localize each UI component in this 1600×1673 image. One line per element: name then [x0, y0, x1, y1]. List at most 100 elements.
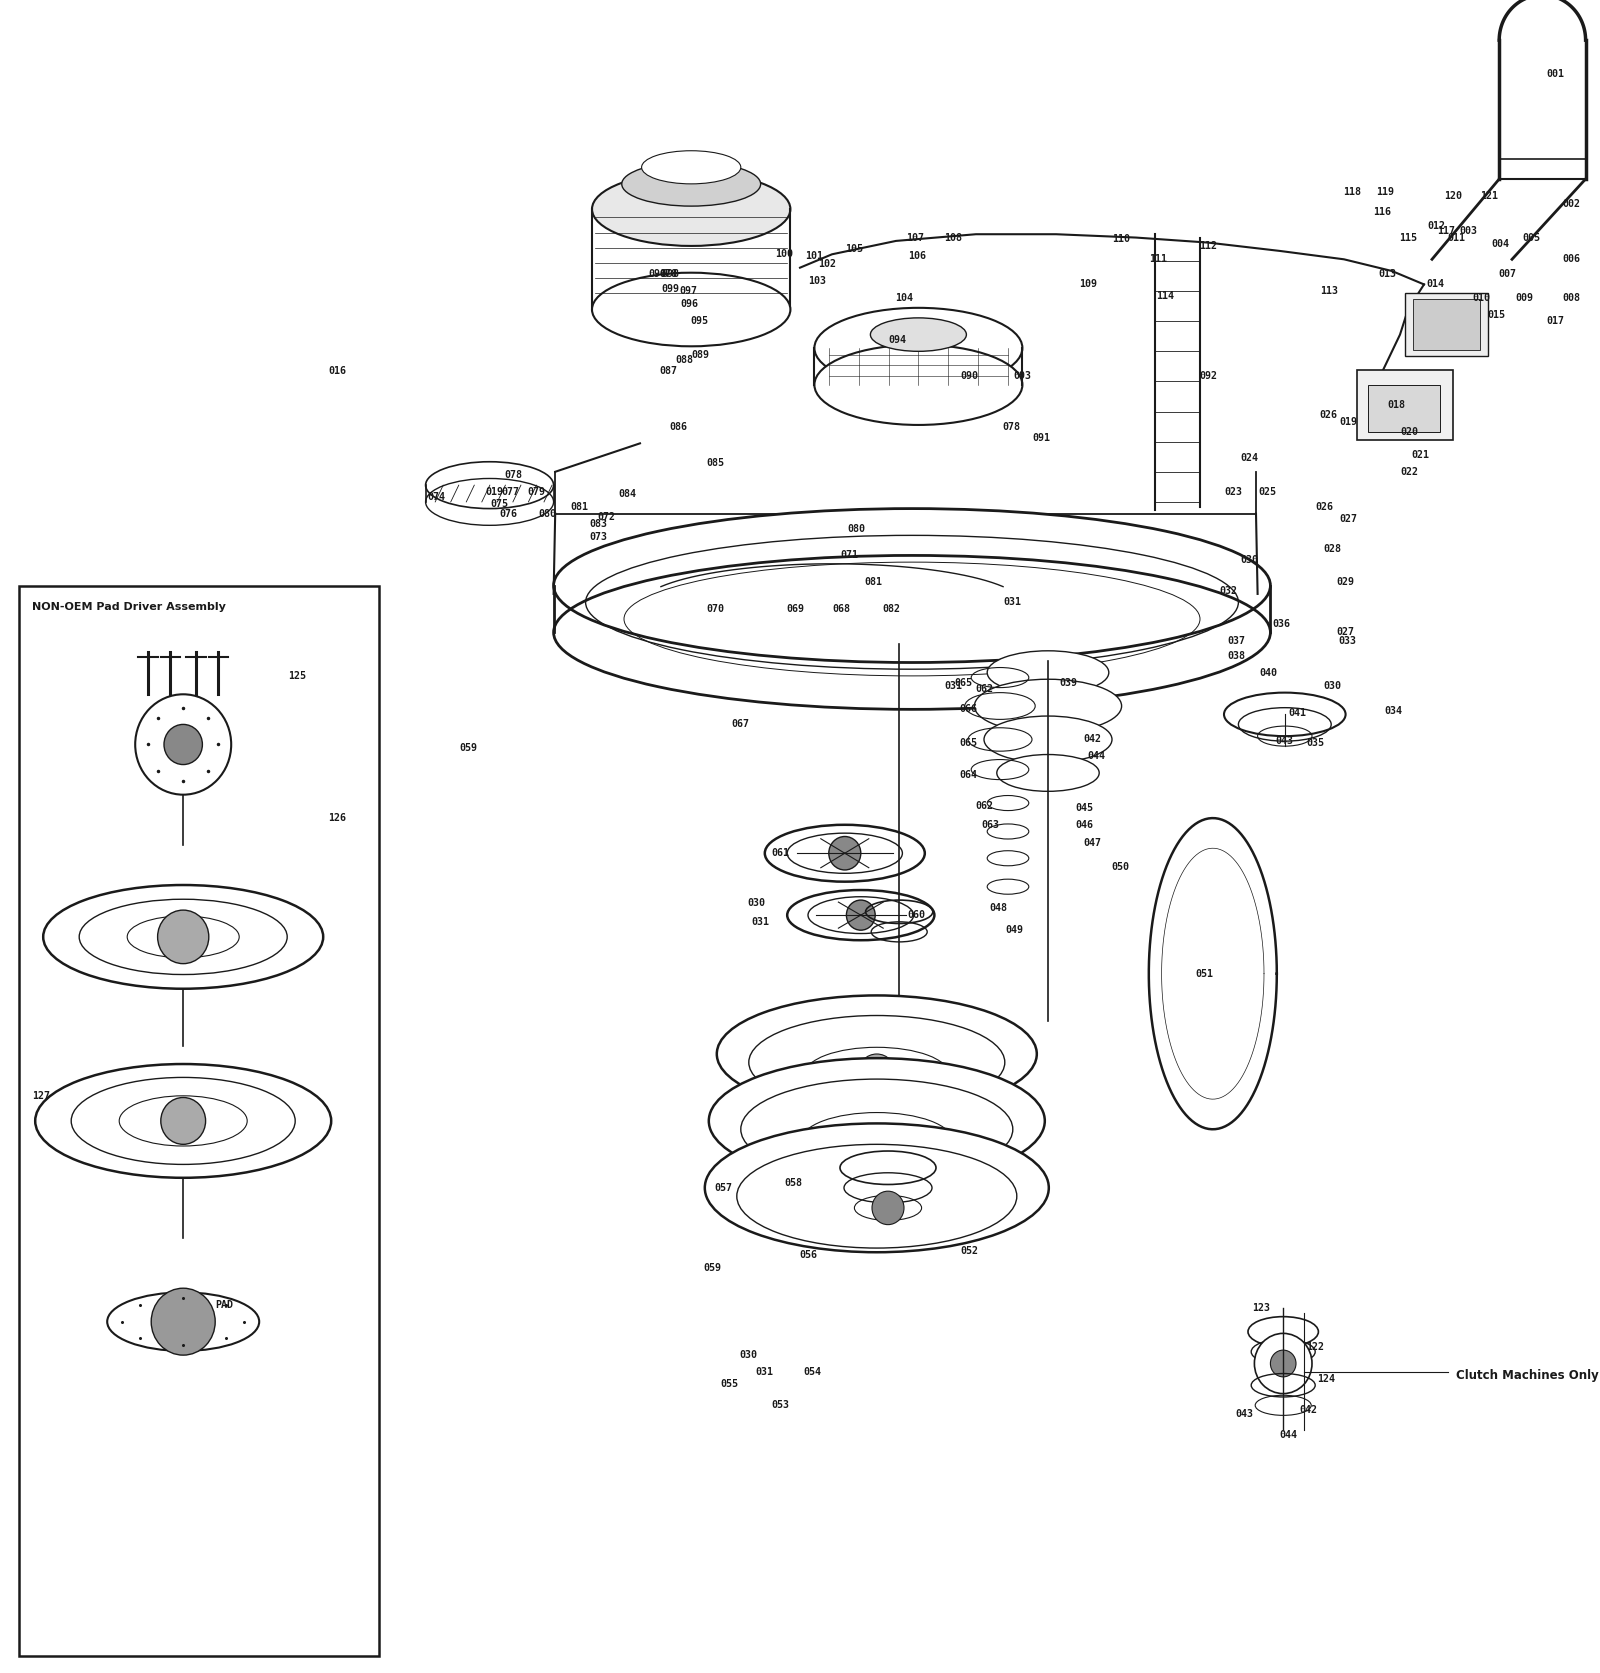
Text: 126: 126	[328, 813, 347, 823]
Ellipse shape	[984, 716, 1112, 763]
Ellipse shape	[592, 273, 790, 346]
Text: 019: 019	[1339, 417, 1358, 427]
Text: 077: 077	[501, 487, 520, 497]
Text: 092: 092	[1198, 371, 1218, 381]
Circle shape	[134, 694, 232, 795]
Text: 044: 044	[1278, 1430, 1298, 1440]
Text: 086: 086	[669, 422, 688, 432]
Ellipse shape	[787, 890, 934, 940]
Text: 017: 017	[1546, 316, 1565, 326]
Text: 040: 040	[1259, 668, 1278, 678]
Text: 100: 100	[774, 249, 794, 259]
Text: 087: 087	[659, 366, 678, 376]
Circle shape	[1254, 1333, 1312, 1394]
Text: 057: 057	[714, 1183, 733, 1193]
Text: 026: 026	[1315, 502, 1334, 512]
Text: 054: 054	[803, 1367, 822, 1377]
Ellipse shape	[622, 162, 760, 206]
Text: 043: 043	[1275, 736, 1294, 746]
Ellipse shape	[870, 318, 966, 351]
Text: 067: 067	[731, 719, 750, 729]
Text: 102: 102	[818, 259, 837, 269]
Text: 114: 114	[1155, 291, 1174, 301]
Text: 123: 123	[1251, 1303, 1270, 1313]
Text: 066: 066	[958, 704, 978, 714]
Text: 125: 125	[288, 671, 307, 681]
Text: 072: 072	[597, 512, 616, 522]
Text: 119: 119	[1376, 187, 1395, 197]
Text: 039: 039	[1059, 678, 1078, 688]
Ellipse shape	[997, 755, 1099, 791]
Text: 085: 085	[706, 458, 725, 468]
Text: 089: 089	[691, 350, 710, 360]
Text: 076: 076	[499, 509, 518, 519]
Text: 073: 073	[589, 532, 608, 542]
Text: 013: 013	[1378, 269, 1397, 279]
Text: 074: 074	[427, 492, 446, 502]
Ellipse shape	[592, 172, 790, 246]
Text: 016: 016	[328, 366, 347, 376]
Text: 068: 068	[832, 604, 851, 614]
Text: 019: 019	[485, 487, 504, 497]
Ellipse shape	[765, 825, 925, 882]
Text: 053: 053	[771, 1400, 790, 1410]
Text: 108: 108	[944, 233, 963, 243]
Text: 002: 002	[1562, 199, 1581, 209]
Text: 096: 096	[680, 299, 699, 310]
Text: 099: 099	[661, 284, 680, 294]
Ellipse shape	[814, 345, 1022, 425]
Ellipse shape	[717, 995, 1037, 1113]
Text: 075: 075	[490, 499, 509, 509]
Text: 004: 004	[1491, 239, 1510, 249]
Circle shape	[846, 900, 875, 930]
Text: 030: 030	[1323, 681, 1342, 691]
Text: 094: 094	[888, 335, 907, 345]
Text: 050: 050	[1110, 862, 1130, 872]
Text: 027: 027	[1339, 514, 1358, 524]
Text: 071: 071	[840, 550, 859, 560]
Text: 060: 060	[907, 910, 926, 920]
Text: 048: 048	[989, 903, 1008, 913]
Text: 032: 032	[1219, 586, 1238, 596]
Text: 028: 028	[1323, 544, 1342, 554]
Text: 104: 104	[894, 293, 914, 303]
Text: 046: 046	[1075, 820, 1094, 830]
Text: 025: 025	[1258, 487, 1277, 497]
Text: 010: 010	[1472, 293, 1491, 303]
Text: 059: 059	[459, 743, 478, 753]
Text: PAD: PAD	[214, 1300, 234, 1310]
Ellipse shape	[554, 509, 1270, 663]
Text: 030: 030	[1240, 555, 1259, 565]
Text: 097: 097	[678, 286, 698, 296]
Ellipse shape	[1248, 1317, 1318, 1347]
Text: 038: 038	[1227, 651, 1246, 661]
Text: 059: 059	[702, 1263, 722, 1273]
Text: 106: 106	[907, 251, 926, 261]
Text: 064: 064	[958, 770, 978, 780]
Text: 030: 030	[747, 898, 766, 908]
Circle shape	[858, 1054, 896, 1094]
Text: 116: 116	[1373, 207, 1392, 217]
Text: 095: 095	[690, 316, 709, 326]
Text: 031: 031	[1003, 597, 1022, 607]
Text: 105: 105	[845, 244, 864, 254]
Text: 051: 051	[1195, 969, 1214, 979]
Text: 001: 001	[1546, 69, 1565, 79]
Bar	[1368, 385, 1440, 432]
Text: 034: 034	[1384, 706, 1403, 716]
Circle shape	[829, 836, 861, 870]
Text: 011: 011	[1446, 233, 1466, 243]
Text: 026: 026	[1318, 410, 1338, 420]
Text: 083: 083	[589, 519, 608, 529]
Circle shape	[1270, 1350, 1296, 1377]
Ellipse shape	[987, 651, 1109, 694]
Text: 058: 058	[784, 1178, 803, 1188]
Text: 008: 008	[1562, 293, 1581, 303]
Text: 091: 091	[1032, 433, 1051, 443]
Text: 109: 109	[1078, 279, 1098, 289]
Text: 090: 090	[648, 269, 667, 279]
Circle shape	[165, 724, 202, 765]
Text: 080: 080	[538, 509, 557, 519]
Text: 012: 012	[1427, 221, 1446, 231]
Text: 043: 043	[1235, 1409, 1254, 1419]
